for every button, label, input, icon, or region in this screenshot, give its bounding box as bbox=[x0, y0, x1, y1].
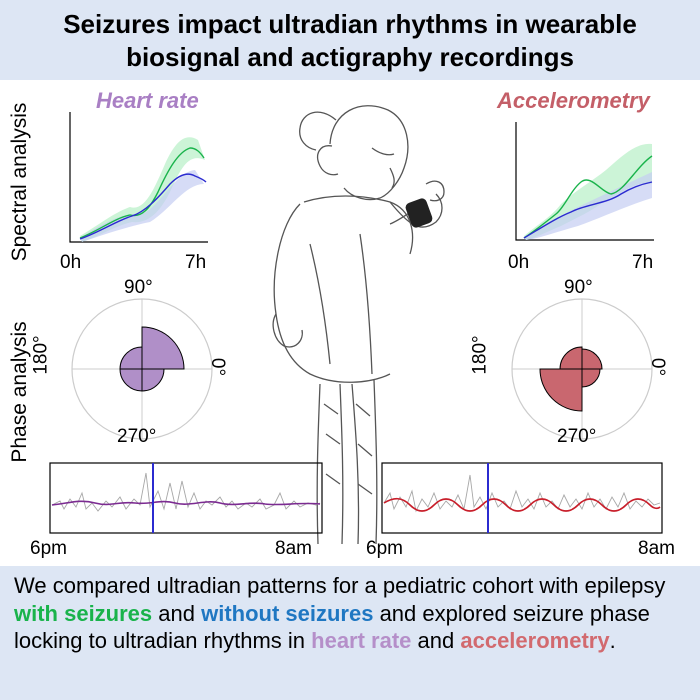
page-title: Seizures impact ultradian rhythms in wea… bbox=[0, 8, 700, 74]
accelerometry-x-end: 7h bbox=[632, 252, 654, 273]
phase-sector-q1 bbox=[141, 326, 185, 370]
caption-heart-rate: heart rate bbox=[311, 628, 412, 653]
caption-accelerometry: accelerometry bbox=[460, 628, 610, 653]
title-line-1: Seizures impact ultradian rhythms in wea… bbox=[63, 9, 637, 39]
raw-signal bbox=[51, 472, 321, 512]
without-seizures-line bbox=[79, 173, 207, 240]
spectral-analysis-label: Spectral analysis bbox=[8, 102, 31, 262]
phase-sector-q3 bbox=[539, 368, 583, 412]
heart-rate-x-end: 7h bbox=[185, 252, 207, 273]
accelerometry-title: Accelerometry bbox=[497, 88, 650, 113]
accelerometry-polar-90: 90° bbox=[564, 277, 593, 298]
raw-signal bbox=[383, 474, 661, 513]
caption-part-4: and bbox=[411, 628, 461, 653]
accelerometry-polar-270: 270° bbox=[557, 426, 597, 447]
accelerometry-polar-0: 0° bbox=[647, 357, 669, 377]
caption-banner bbox=[0, 566, 700, 700]
phase-sector-q1 bbox=[581, 348, 603, 370]
accelerometry-x-start: 0h bbox=[508, 252, 530, 273]
with-seizures-line bbox=[79, 147, 205, 239]
without-seizures-line bbox=[523, 181, 653, 239]
heart-rate-polar-270: 270° bbox=[117, 426, 157, 447]
child-wearing-wristband-illustration bbox=[272, 105, 445, 545]
heart-rate-timeseries bbox=[49, 462, 323, 534]
spectral-axes bbox=[69, 112, 208, 243]
phase-sector-q4 bbox=[581, 368, 601, 388]
heart-rate-time-start: 6pm bbox=[30, 538, 67, 559]
heart-rate-spectral-chart bbox=[69, 112, 208, 243]
heart-rate-title: Heart rate bbox=[96, 88, 199, 113]
caption-with-seizures: with seizures bbox=[14, 600, 153, 626]
title-banner bbox=[0, 0, 700, 80]
accelerometry-phase-polar bbox=[511, 298, 653, 440]
phase-sector-q2 bbox=[559, 346, 583, 370]
timeseries-frame bbox=[49, 462, 323, 534]
accelerometry-time-end: 8am bbox=[638, 538, 675, 559]
with-seizures-line bbox=[523, 155, 653, 239]
heart-rate-polar-180: 180° bbox=[30, 335, 52, 375]
accelerometry-time-start: 6pm bbox=[366, 538, 403, 559]
heart-rate-time-end: 8am bbox=[275, 538, 312, 559]
caption-without-seizures: without seizures bbox=[201, 600, 374, 626]
without-seizures-band bbox=[80, 170, 204, 242]
heart-rate-polar-90: 90° bbox=[124, 277, 153, 298]
caption-part-2: and bbox=[152, 600, 202, 626]
ultradian-fit-line bbox=[51, 500, 321, 506]
phase-sector-q3 bbox=[119, 368, 143, 392]
with-seizures-band bbox=[524, 143, 652, 240]
accelerometry-spectral-chart bbox=[515, 122, 654, 241]
heart-rate-phase-polar bbox=[71, 298, 213, 440]
phase-analysis-label: Phase analysis bbox=[8, 321, 31, 463]
heart-rate-polar-0: 0° bbox=[207, 357, 229, 377]
phase-sector-q4 bbox=[141, 368, 165, 392]
spectral-axes bbox=[515, 122, 654, 241]
caption-text: We compared ultradian patterns for a ped… bbox=[14, 572, 690, 655]
ultradian-fit-line bbox=[383, 497, 661, 512]
caption-part-3: and explored seizure phase locking to ul… bbox=[14, 600, 650, 654]
caption-part-5: . bbox=[609, 628, 616, 653]
heart-rate-x-start: 0h bbox=[60, 252, 82, 273]
accelerometry-timeseries bbox=[381, 462, 663, 534]
accelerometry-polar-180: 180° bbox=[469, 335, 491, 375]
caption-part-1: We compared ultradian patterns for a ped… bbox=[14, 573, 666, 598]
wristband bbox=[405, 198, 433, 228]
phase-sector-q2 bbox=[119, 346, 143, 370]
title-line-2: biosignal and actigraphy recordings bbox=[126, 42, 574, 72]
timeseries-frame bbox=[381, 462, 663, 534]
